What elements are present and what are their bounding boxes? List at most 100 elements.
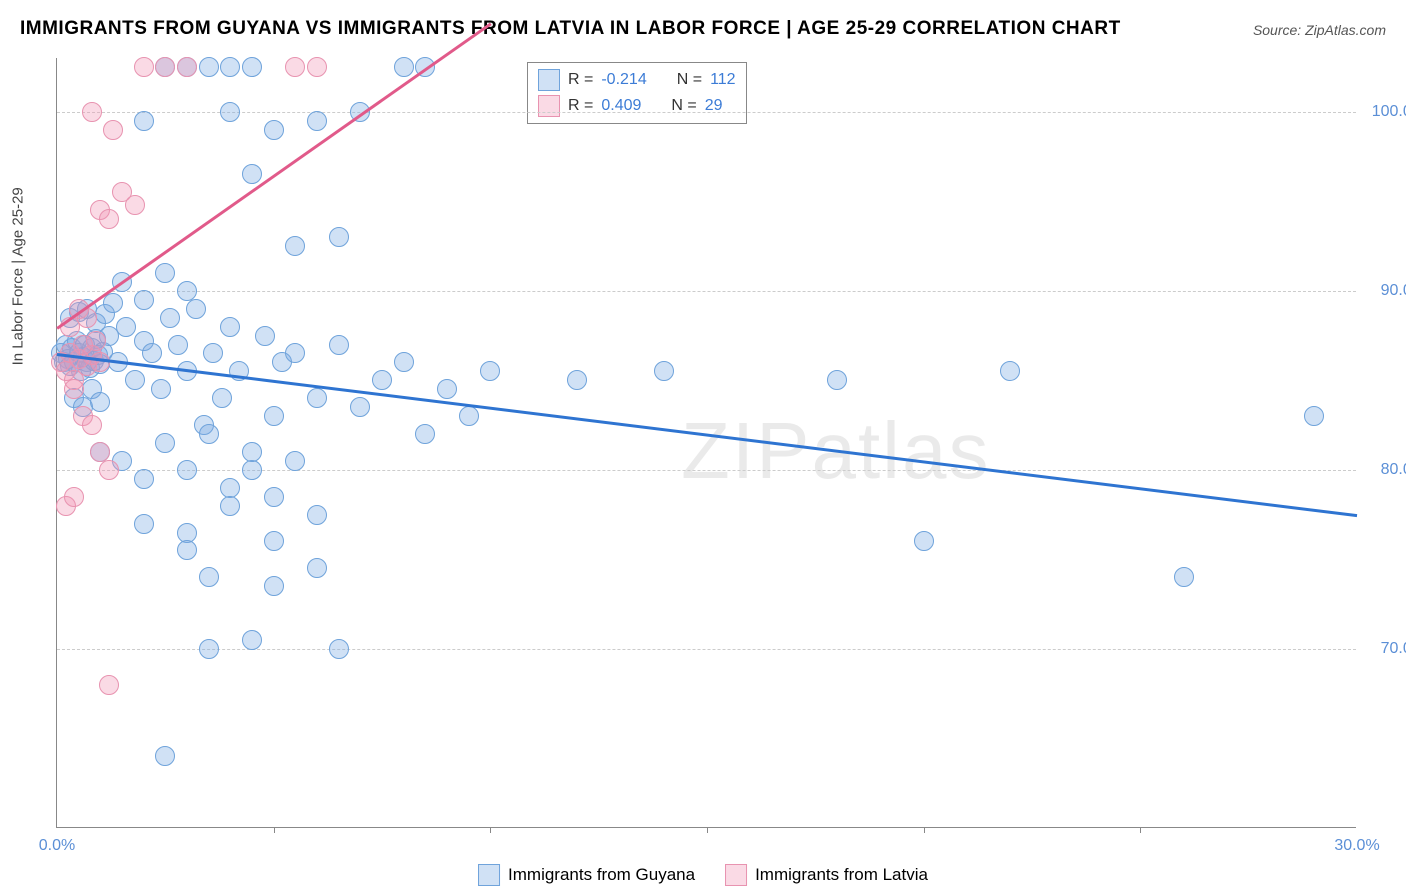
data-point-guyana (155, 433, 175, 453)
data-point-guyana (134, 111, 154, 131)
data-point-guyana (1000, 361, 1020, 381)
data-point-guyana (168, 335, 188, 355)
data-point-guyana (220, 57, 240, 77)
data-point-guyana (415, 424, 435, 444)
data-point-guyana (264, 487, 284, 507)
series-legend: Immigrants from Guyana Immigrants from La… (478, 864, 928, 886)
data-point-latvia (90, 352, 110, 372)
data-point-guyana (177, 281, 197, 301)
legend-row-latvia: R = 0.409N = 29 (538, 93, 736, 119)
data-point-latvia (134, 57, 154, 77)
x-tick-minor (1140, 827, 1141, 833)
y-tick-label: 90.0% (1381, 282, 1406, 300)
data-point-guyana (160, 308, 180, 328)
trendline-guyana (57, 353, 1357, 517)
data-point-guyana (186, 299, 206, 319)
gridline-h (57, 291, 1356, 292)
data-point-guyana (220, 102, 240, 122)
data-point-guyana (255, 326, 275, 346)
data-point-guyana (264, 531, 284, 551)
data-point-guyana (125, 370, 145, 390)
data-point-guyana (203, 343, 223, 363)
data-point-guyana (654, 361, 674, 381)
data-point-latvia (155, 57, 175, 77)
x-tick-minor (707, 827, 708, 833)
trendline-latvia (56, 22, 491, 328)
data-point-guyana (151, 379, 171, 399)
legend-item-latvia: Immigrants from Latvia (725, 864, 928, 886)
legend-label-guyana: Immigrants from Guyana (508, 865, 695, 885)
data-point-guyana (264, 406, 284, 426)
y-tick-label: 100.0% (1372, 103, 1406, 121)
data-point-guyana (307, 388, 327, 408)
data-point-latvia (99, 460, 119, 480)
data-point-guyana (199, 639, 219, 659)
data-point-latvia (99, 675, 119, 695)
x-tick-label: 0.0% (39, 837, 75, 855)
data-point-guyana (264, 576, 284, 596)
data-point-guyana (134, 290, 154, 310)
data-point-guyana (307, 505, 327, 525)
data-point-guyana (242, 460, 262, 480)
data-point-guyana (134, 514, 154, 534)
data-point-guyana (914, 531, 934, 551)
r-label: R = (568, 71, 593, 89)
source-attribution: Source: ZipAtlas.com (1253, 22, 1386, 38)
n-label: N = (677, 71, 702, 89)
data-point-guyana (285, 343, 305, 363)
correlation-legend: R = -0.214 N = 112 R = 0.409N = 29 (527, 62, 747, 124)
data-point-guyana (329, 639, 349, 659)
x-tick-minor (490, 827, 491, 833)
data-point-latvia (103, 120, 123, 140)
legend-row-guyana: R = -0.214 N = 112 (538, 67, 736, 93)
source-name: ZipAtlas.com (1305, 22, 1386, 38)
data-point-guyana (134, 469, 154, 489)
data-point-latvia (64, 379, 84, 399)
data-point-latvia (82, 102, 102, 122)
data-point-guyana (285, 451, 305, 471)
y-tick-label: 80.0% (1381, 461, 1406, 479)
data-point-guyana (155, 746, 175, 766)
legend-swatch-latvia (725, 864, 747, 886)
data-point-latvia (307, 57, 327, 77)
data-point-guyana (350, 397, 370, 417)
y-axis-label: In Labor Force | Age 25-29 (10, 187, 27, 365)
data-point-guyana (372, 370, 392, 390)
data-point-latvia (285, 57, 305, 77)
data-point-guyana (329, 227, 349, 247)
n-value-guyana: 112 (710, 71, 736, 89)
data-point-guyana (827, 370, 847, 390)
x-tick-minor (924, 827, 925, 833)
legend-swatch-latvia (538, 95, 560, 117)
data-point-guyana (199, 424, 219, 444)
data-point-guyana (480, 361, 500, 381)
data-point-guyana (177, 460, 197, 480)
data-point-guyana (199, 57, 219, 77)
r-value-guyana: -0.214 (601, 71, 646, 89)
x-tick-label: 30.0% (1334, 837, 1379, 855)
data-point-guyana (242, 630, 262, 650)
source-prefix: Source: (1253, 22, 1305, 38)
data-point-guyana (264, 120, 284, 140)
data-point-latvia (64, 487, 84, 507)
data-point-guyana (1304, 406, 1324, 426)
data-point-guyana (307, 111, 327, 131)
data-point-latvia (99, 209, 119, 229)
y-tick-label: 70.0% (1381, 640, 1406, 658)
legend-item-guyana: Immigrants from Guyana (478, 864, 695, 886)
data-point-guyana (285, 236, 305, 256)
data-point-guyana (90, 392, 110, 412)
data-point-guyana (567, 370, 587, 390)
legend-label-latvia: Immigrants from Latvia (755, 865, 928, 885)
data-point-latvia (177, 57, 197, 77)
data-point-guyana (242, 442, 262, 462)
data-point-guyana (116, 317, 136, 337)
scatter-plot: ZIPatlas R = -0.214N = 112R = 0.409N = 2… (56, 58, 1356, 828)
data-point-guyana (199, 567, 219, 587)
data-point-guyana (329, 335, 349, 355)
data-point-guyana (177, 540, 197, 560)
data-point-guyana (242, 57, 262, 77)
data-point-guyana (103, 293, 123, 313)
data-point-guyana (142, 343, 162, 363)
legend-swatch-guyana (478, 864, 500, 886)
